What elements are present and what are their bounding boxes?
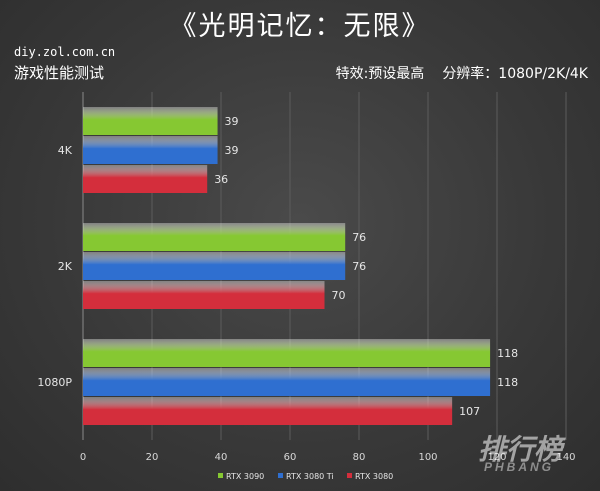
bar (83, 136, 218, 164)
x-tick-label: 80 (353, 452, 366, 463)
effects-setting: 特效:预设最高 (335, 66, 425, 82)
x-tick-label: 100 (418, 452, 437, 463)
data-label: 118 (497, 376, 518, 389)
legend-label: RTX 3080 Ti (286, 472, 334, 481)
bar (83, 223, 346, 251)
resolution-setting: 分辨率：1080P/2K/4K (442, 66, 588, 82)
data-label: 76 (352, 260, 366, 273)
chart-subtitle: 游戏性能测试 (14, 64, 105, 82)
x-tick-label: 120 (487, 452, 506, 463)
x-tick-label: 60 (284, 452, 297, 463)
bar (83, 281, 325, 309)
x-tick-label: 0 (80, 452, 86, 463)
data-label: 76 (352, 231, 366, 244)
category-label: 2K (58, 260, 73, 273)
bar (83, 368, 491, 396)
category-label: 4K (58, 144, 73, 157)
bar (83, 252, 346, 280)
bar (83, 165, 208, 193)
legend-swatch (278, 473, 283, 478)
bar (83, 397, 453, 425)
data-label: 39 (225, 115, 239, 128)
data-label: 107 (459, 405, 480, 418)
x-tick-label: 20 (146, 452, 159, 463)
watermark-logo: 排行榜 (478, 433, 563, 466)
data-label: 36 (214, 173, 228, 186)
legend-label: RTX 3090 (226, 472, 264, 481)
data-label: 118 (497, 347, 518, 360)
chart-title: 《光明记忆：无限》 (169, 11, 431, 42)
data-label: 70 (332, 289, 346, 302)
x-tick-label: 40 (215, 452, 228, 463)
legend-label: RTX 3080 (355, 472, 393, 481)
bar (83, 107, 218, 135)
data-label: 39 (225, 144, 239, 157)
settings-info: 特效:预设最高 分辨率：1080P/2K/4K (318, 63, 588, 83)
legend-swatch (218, 473, 223, 478)
legend-swatch (347, 473, 352, 478)
bar (83, 339, 491, 367)
source-url: diy.zol.com.cn (14, 45, 116, 59)
watermark-text: PHBANG (484, 460, 555, 474)
category-label: 1080P (37, 376, 72, 389)
x-tick-label: 140 (556, 452, 575, 463)
